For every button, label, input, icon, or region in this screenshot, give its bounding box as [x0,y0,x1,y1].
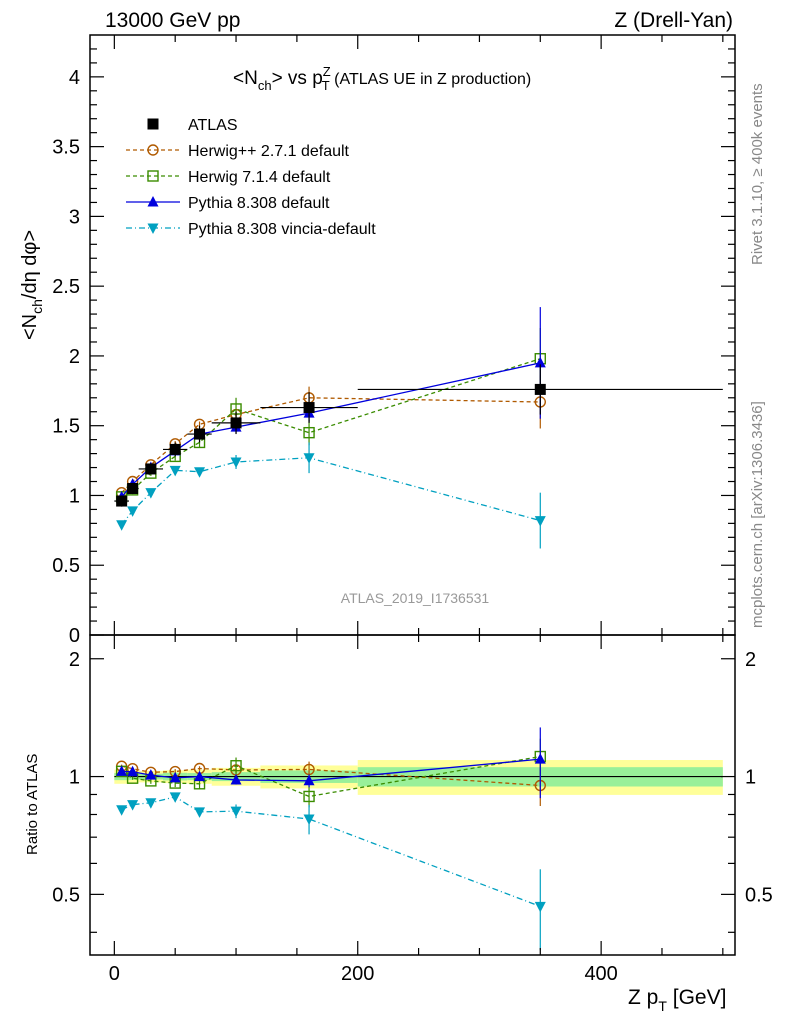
ratio-axis-label: Ratio to ATLAS [24,754,41,855]
ratio-point-pythia-8-308-vincia-default [116,805,128,816]
legend-marker [147,118,159,130]
legend: ATLAS Herwig++ 2.7.1 default Herwig 7.1.4 … [126,117,376,238]
y-tick-label: 0.5 [52,555,80,577]
ratio-point-pythia-8-308-vincia-default [303,814,315,825]
x-axis-label: Z pT [GeV] [628,986,726,1014]
ratio-point-pythia-8-308-default [116,765,128,776]
x-tick-label: 400 [584,963,617,985]
ratio-tick-label-right: 1 [745,767,756,789]
legend-label: Pythia 8.308 vincia-default [188,221,376,238]
y-tick-label: 2 [69,346,80,368]
data-point-atlas [145,463,157,475]
ratio-point-pythia-8-308-vincia-default [534,901,546,913]
ratio-point-pythia-8-308-default [230,773,242,785]
y-tick-label: 0 [69,625,80,647]
y-tick-label: 1.5 [52,416,80,438]
y-tick-label: 2.5 [52,276,80,298]
ratio-point-pythia-8-308-default [169,771,181,783]
header-process: Z (Drell-Yan) [614,9,733,32]
data-point-atlas [169,443,181,455]
mcplots-credit-label: mcplots.cern.ch [arXiv:1306.3436] [749,401,766,628]
series-point-pythia-8-308-vincia-default [303,453,315,464]
ratio-point-pythia-8-308-default [194,770,206,782]
data-point-atlas [127,482,139,494]
ratio-point-pythia-8-308-default [127,765,139,777]
ratio-line-pythia-8-308-vincia-default [121,796,541,907]
ratio-panel-frame [89,634,736,956]
legend-marker [147,144,159,156]
y-axis-label: <Nch/dη dφ> [19,230,45,340]
legend-label: Pythia 8.308 default [188,195,330,212]
ratio-point-pythia-8-308-vincia-default [145,798,157,809]
chart-title: <Nch> vs pZ T (ATLAS UE in Z production) [233,64,531,93]
series-point-pythia-8-308-vincia-default [169,465,181,477]
ratio-line-herwig-2-7-1-default [121,765,541,787]
legend-marker [147,196,159,207]
main-panel-frame [89,34,736,636]
y-tick-label: 4 [69,67,80,89]
data-point-atlas [230,417,242,429]
x-tick-label: 0 [109,963,120,985]
series-point-pythia-8-308-vincia-default [127,506,139,517]
y-tick-label: 3 [69,206,80,228]
ratio-tick-label: 1 [69,767,80,789]
ratio-point-pythia-8-308-default [303,774,315,786]
legend-marker [147,170,159,182]
ratio-line-herwig-7-1-4-default [121,755,541,798]
data-point-atlas [116,495,128,507]
series-line-pythia-8-308-vincia-default [121,457,541,526]
ratio-tick-label: 2 [69,649,80,671]
ratio-panel-series [115,727,546,951]
ratio-point-pythia-8-308-vincia-default [194,807,206,818]
analysis-watermark: ATLAS_2019_I1736531 [341,590,490,606]
ratio-point-pythia-8-308-vincia-default [169,792,181,803]
ratio-point-pythia-8-308-vincia-default [230,806,242,818]
ratio-point-pythia-8-308-default [145,769,157,780]
legend-label: ATLAS [188,117,238,134]
series-line-pythia-8-308-default [121,362,541,498]
legend-marker [147,223,159,234]
data-point-atlas [303,402,315,414]
ratio-point-herwig-7-1-4-default [230,760,242,772]
series-point-pythia-8-308-default [534,356,546,368]
y-tick-label: 3.5 [52,137,80,159]
series-point-pythia-8-308-vincia-default [194,467,206,478]
ratio-point-herwig-2-7-1-default [303,763,315,776]
series-point-pythia-8-308-vincia-default [116,520,128,531]
ratio-point-pythia-8-308-default [534,753,546,764]
header-collision: 13000 GeV pp [105,9,240,32]
y-tick-label: 1 [69,485,80,507]
ratio-tick-label-right: 2 [745,649,756,671]
ratio-tick-label-right: 0.5 [745,884,773,906]
series-point-herwig-7-1-4-default [303,426,315,439]
series-point-pythia-8-308-vincia-default [534,516,546,527]
series-point-pythia-8-308-vincia-default [145,488,157,499]
ratio-point-pythia-8-308-vincia-default [127,800,139,811]
ratio-tick-label: 0.5 [52,884,80,906]
rivet-version-label: Rivet 3.1.10, ≥ 400k events [749,83,766,265]
data-point-atlas [534,383,546,395]
main-panel-series [114,307,723,549]
legend-label: Herwig++ 2.7.1 default [188,143,350,160]
series-line-herwig-2-7-1-default [121,397,541,494]
data-point-atlas [194,428,206,440]
x-tick-label: 200 [341,963,374,985]
ratio-point-herwig-7-1-4-default [303,790,315,803]
legend-label: Herwig 7.1.4 default [188,169,331,186]
series-line-herwig-7-1-4-default [121,358,541,498]
axes-ticks: 0 200 400 0 0.5 1 1.5 2 2.5 3 3.5 4 0.5 1 2 0.5 1 2 [52,35,773,985]
series-point-pythia-8-308-vincia-default [230,457,242,468]
